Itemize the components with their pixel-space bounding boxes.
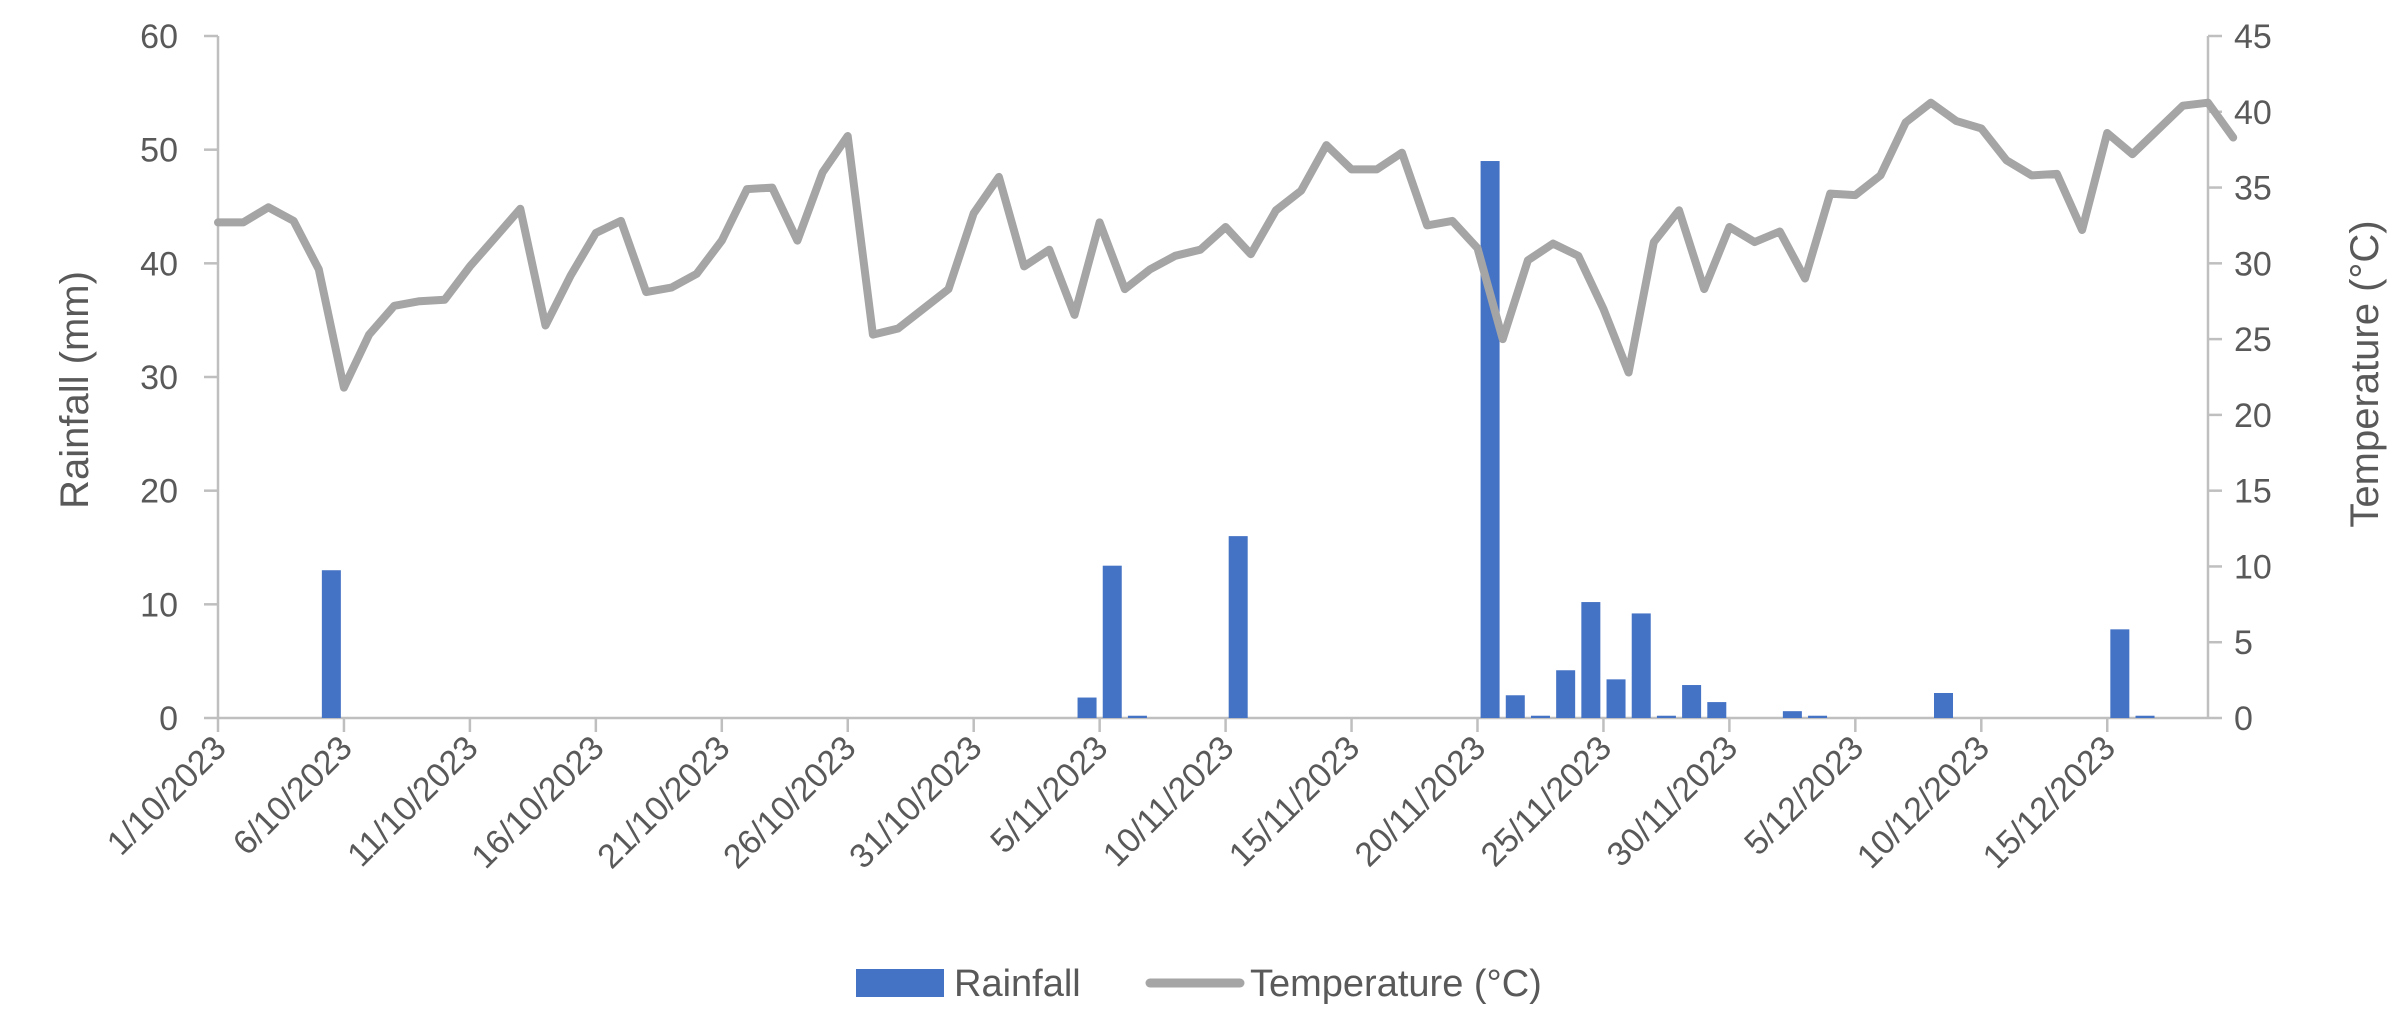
y-right-tick-label: 30 [2234,245,2272,283]
rainfall-bar [2110,629,2130,718]
temperature-line-layer [214,98,2238,392]
y-right-tick-label: 20 [2234,397,2272,435]
legend-label-rainfall: Rainfall [954,963,1081,1005]
y-left-tick-label: 20 [140,473,178,511]
x-tick-label: 5/12/2023 [1737,729,1871,863]
rainfall-bar [1228,536,1248,718]
y-axis-right-title: Temperature (°C) [2343,220,2387,527]
y-right-tick-label: 45 [2234,18,2272,56]
y-left-tick-label: 10 [140,586,178,624]
legend-label-temperature: Temperature (°C) [1250,963,1542,1005]
x-tick-label: 20/11/2023 [1348,729,1493,874]
rainfall-bar [1556,670,1576,718]
rainfall-bar [1656,715,1676,718]
tick-labels: 0 10 20 30 40 50 60 0 5 10 15 20 25 30 35 40 45 1/10/2023… [100,18,2272,876]
y-axis-left-title: Rainfall (mm) [53,271,97,509]
rainfall-bar [321,570,341,718]
legend: Rainfall Temperature (°C) [856,963,1542,1005]
x-tick-label: 10/12/2023 [1850,729,1997,876]
x-tick-label: 1/10/2023 [100,729,234,863]
rainfall-bar [2135,715,2155,718]
y-right-tick-label: 10 [2234,548,2272,586]
x-tick-label: 15/12/2023 [1976,729,2123,876]
rainfall-bar [1127,715,1147,718]
x-tick-label: 30/11/2023 [1600,729,1745,874]
rainfall-bar [1934,692,1954,718]
x-tick-label: 5/11/2023 [983,729,1115,861]
x-tick-label: 6/10/2023 [226,729,360,863]
rainfall-bar [1530,715,1550,718]
rainfall-bar [1631,613,1651,718]
x-tick-label: 25/11/2023 [1474,729,1619,874]
x-tick-label: 15/11/2023 [1222,729,1367,874]
x-tick-label: 31/10/2023 [842,729,989,876]
rainfall-bar [1606,679,1626,718]
rainfall-bar [1102,565,1122,718]
y-left-tick-label: 60 [140,18,178,56]
rainfall-bar [1077,697,1097,718]
axes-layer [204,34,2222,732]
rainfall-bar [1808,715,1828,718]
x-tick-label: 11/10/2023 [340,729,485,874]
y-right-tick-label: 35 [2234,170,2272,208]
x-tick-label: 21/10/2023 [590,729,737,876]
y-right-tick-label: 5 [2234,624,2253,662]
legend-swatch-rainfall [856,969,944,997]
y-right-tick-label: 40 [2234,94,2272,132]
y-right-tick-label: 0 [2234,700,2253,738]
y-left-tick-label: 40 [140,245,178,283]
y-right-tick-label: 25 [2234,321,2272,359]
rainfall-bars [321,161,2155,719]
x-tick-label: 26/10/2023 [716,729,863,876]
rainfall-bar [1782,711,1802,718]
y-left-tick-label: 30 [140,359,178,397]
x-tick-label: 10/11/2023 [1096,729,1241,874]
rainfall-bar [1682,685,1702,718]
rainfall-bar [1505,695,1525,718]
x-tick-label: 16/10/2023 [464,729,611,876]
y-left-tick-label: 0 [159,700,178,738]
rainfall-bar [1581,602,1601,718]
rainfall-bar [1707,702,1727,718]
y-right-tick-label: 15 [2234,473,2272,511]
y-left-tick-label: 50 [140,132,178,170]
temperature-line [214,98,2238,392]
rainfall-bar [1480,161,1500,719]
